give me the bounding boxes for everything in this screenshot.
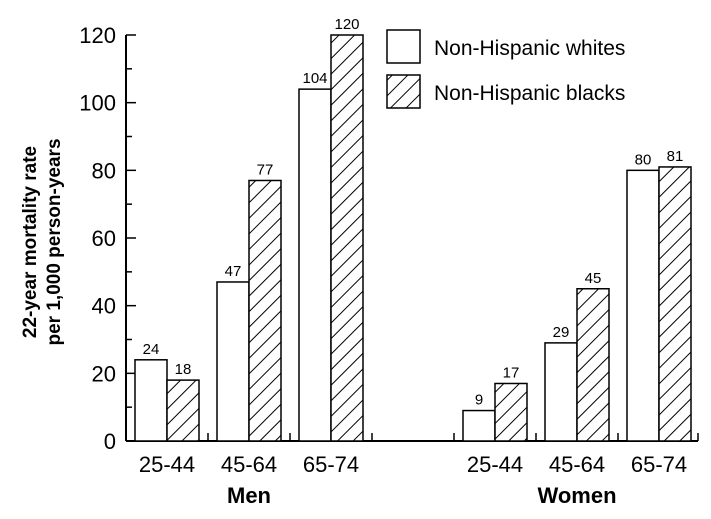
- bar-whites: [298, 88, 332, 442]
- bar-whites: [216, 281, 250, 442]
- bar-value-label: 47: [225, 263, 242, 280]
- bar-value-label: 80: [635, 151, 652, 168]
- bar-blacks: [576, 288, 610, 442]
- bar-value-label: 9: [475, 392, 483, 409]
- x-tick-label: 25-44: [467, 452, 523, 477]
- bar-blacks: [166, 379, 200, 442]
- legend-label: Non-Hispanic blacks: [434, 82, 625, 105]
- bar-value-label: 81: [667, 148, 684, 165]
- group-label-women: Women: [537, 483, 616, 508]
- bar-whites: [544, 342, 578, 442]
- y-axis-label-line-2: per 1,000 person-years: [44, 138, 65, 345]
- legend-label: Non-Hispanic whites: [434, 37, 625, 60]
- x-tick-label: 45-64: [221, 452, 277, 477]
- bar-whites: [134, 359, 168, 442]
- x-axis: [125, 433, 699, 442]
- y-axis-title: 22-year mortality rate per 1,000 person-…: [20, 138, 65, 345]
- group-label-men: Men: [227, 483, 271, 508]
- y-tick-label: 40: [92, 294, 116, 319]
- bar-value-label: 24: [143, 341, 160, 358]
- bar-whites: [462, 409, 496, 442]
- data-labels: 24 47 104 9 29 80 18 77 120 17 45 81: [143, 16, 684, 409]
- x-tick-labels: 25-44 45-64 65-74 Men 25-44 45-64 65-74 Women: [139, 452, 687, 508]
- x-tick-label: 25-44: [139, 452, 195, 477]
- bar-value-label: 120: [334, 16, 359, 33]
- y-tick-label: 0: [104, 429, 116, 454]
- y-axis-label-line-1: 22-year mortality rate: [20, 146, 41, 338]
- bar-blacks: [658, 166, 692, 442]
- bar-blacks: [330, 34, 364, 442]
- legend: Non-Hispanic whites Non-Hispanic blacks: [386, 29, 625, 109]
- y-tick-label: 60: [92, 226, 116, 251]
- bar-whites: [626, 169, 660, 442]
- bars: [134, 34, 692, 442]
- legend-swatch-blacks: [386, 74, 421, 109]
- y-tick-label: 20: [92, 361, 116, 386]
- y-tick-label: 100: [79, 91, 116, 116]
- y-tick-label: 80: [92, 158, 116, 183]
- y-axis: 0 20 40 60 80 100 120: [79, 23, 136, 454]
- legend-swatch-whites: [386, 29, 421, 64]
- bar-value-label: 17: [503, 364, 520, 381]
- bar-value-label: 104: [302, 70, 327, 87]
- bar-blacks: [494, 382, 528, 442]
- x-tick-label: 65-74: [303, 452, 359, 477]
- bar-value-label: 77: [257, 161, 274, 178]
- y-tick-label: 120: [79, 23, 116, 48]
- bar-blacks: [248, 179, 282, 442]
- bar-value-label: 18: [175, 361, 192, 378]
- x-tick-label: 45-64: [549, 452, 605, 477]
- x-tick-label: 65-74: [631, 452, 687, 477]
- bar-value-label: 29: [553, 324, 570, 341]
- bar-value-label: 45: [585, 270, 602, 287]
